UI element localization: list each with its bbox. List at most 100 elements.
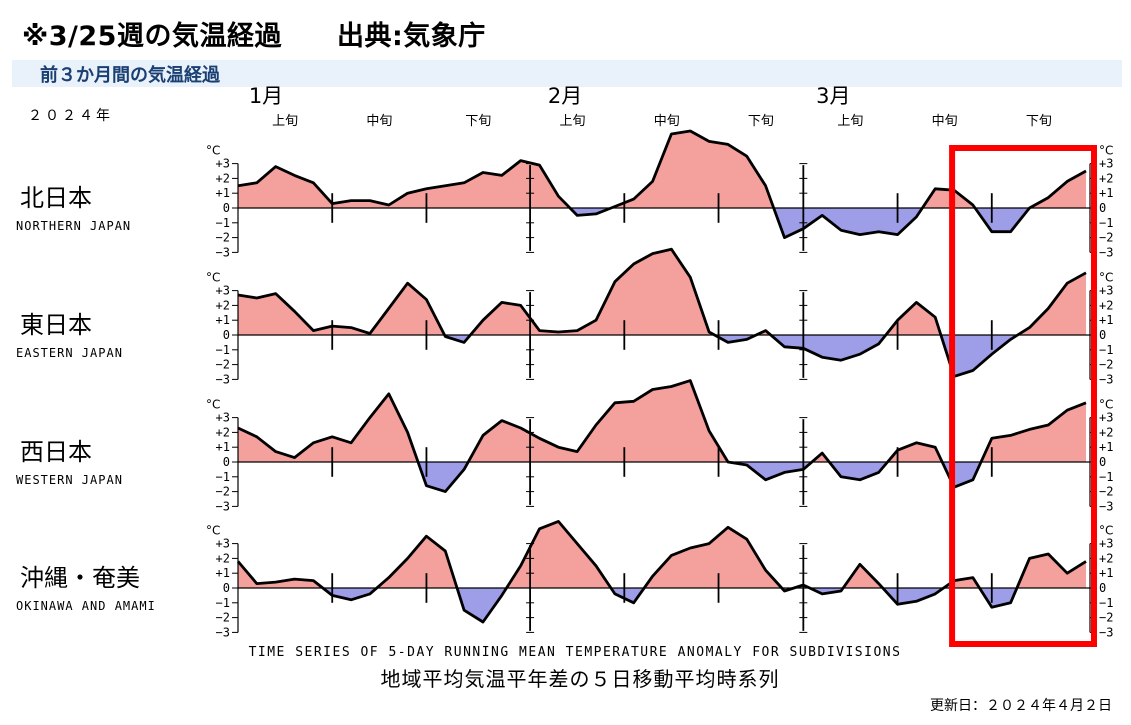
anomaly-line bbox=[237, 247, 1087, 378]
y-tick-label: −2 bbox=[216, 485, 230, 499]
dekad-label: 上旬 bbox=[559, 114, 585, 129]
dekad-label: 下旬 bbox=[1026, 114, 1052, 129]
dekad-label: 中旬 bbox=[366, 114, 392, 129]
y-tick-label: +2 bbox=[1099, 171, 1113, 185]
y-tick-label: −2 bbox=[1099, 358, 1113, 372]
y-tick-label: +1 bbox=[1099, 440, 1113, 454]
y-tick-label: −2 bbox=[1099, 231, 1113, 245]
y-tick-label: +2 bbox=[216, 425, 230, 439]
y-tick-label: 0 bbox=[223, 581, 230, 595]
region-name-en: OKINAWA AND AMAMI bbox=[16, 599, 156, 613]
region-name-ja: 西日本 bbox=[20, 438, 92, 466]
positive-anomaly-area bbox=[238, 131, 1086, 208]
y-tick-label: +1 bbox=[1099, 186, 1113, 200]
y-tick-label: −3 bbox=[1099, 245, 1113, 259]
highlight-box bbox=[949, 145, 1097, 647]
negative-anomaly-area bbox=[238, 588, 1086, 622]
region-name-ja: 北日本 bbox=[20, 184, 92, 212]
y-tick-label: +2 bbox=[216, 171, 230, 185]
footer-en: TIME SERIES OF 5-DAY RUNNING MEAN TEMPER… bbox=[249, 645, 902, 660]
y-tick-label: 0 bbox=[1099, 455, 1106, 469]
y-tick-label: −1 bbox=[1099, 470, 1113, 484]
unit-label: °C bbox=[206, 524, 220, 538]
y-tick-label: +1 bbox=[216, 186, 230, 200]
dekad-label: 中旬 bbox=[654, 114, 680, 129]
y-tick-label: +3 bbox=[1099, 157, 1113, 171]
y-tick-label: −1 bbox=[216, 216, 230, 230]
slide-title: ※3/25週の気温経過 出典:気象庁 bbox=[22, 21, 486, 52]
month-label: 2月 bbox=[548, 84, 582, 108]
y-tick-label: 0 bbox=[1099, 201, 1106, 215]
anomaly-line bbox=[236, 520, 1087, 624]
y-tick-label: +2 bbox=[1099, 551, 1113, 565]
updated-date: 更新日：２０２４年４月２日 bbox=[930, 698, 1112, 714]
unit-label: °C bbox=[206, 398, 220, 412]
y-tick-label: −2 bbox=[216, 358, 230, 372]
unit-label: °C bbox=[206, 271, 220, 285]
y-tick-label: −2 bbox=[216, 231, 230, 245]
positive-anomaly-area bbox=[238, 380, 1086, 462]
dekad-label: 下旬 bbox=[748, 114, 774, 129]
region-name-en: EASTERN JAPAN bbox=[16, 346, 123, 360]
y-tick-label: +3 bbox=[216, 157, 230, 171]
positive-anomaly-area bbox=[238, 249, 1086, 335]
y-tick-label: −2 bbox=[1099, 611, 1113, 625]
y-tick-label: +3 bbox=[216, 537, 230, 551]
y-tick-label: −3 bbox=[216, 625, 230, 639]
y-tick-label: −3 bbox=[1099, 499, 1113, 513]
y-tick-label: 0 bbox=[223, 201, 230, 215]
y-tick-label: −3 bbox=[216, 245, 230, 259]
y-tick-label: +3 bbox=[1099, 537, 1113, 551]
dekad-label: 上旬 bbox=[272, 114, 298, 129]
y-tick-label: +1 bbox=[1099, 313, 1113, 327]
unit-label: °C bbox=[1099, 271, 1113, 285]
y-tick-label: +1 bbox=[216, 566, 230, 580]
y-tick-label: 0 bbox=[223, 328, 230, 342]
y-tick-label: −1 bbox=[1099, 216, 1113, 230]
region-name-en: NORTHERN JAPAN bbox=[16, 219, 131, 233]
y-tick-label: −1 bbox=[216, 596, 230, 610]
y-tick-label: −3 bbox=[216, 499, 230, 513]
y-tick-label: −3 bbox=[1099, 625, 1113, 639]
y-tick-label: 0 bbox=[1099, 328, 1106, 342]
panel-title: 前３か月間の気温経過 bbox=[40, 65, 220, 86]
region-name-en: WESTERN JAPAN bbox=[16, 473, 123, 487]
month-label: 1月 bbox=[249, 84, 283, 108]
y-tick-label: +2 bbox=[1099, 425, 1113, 439]
y-tick-label: −3 bbox=[216, 372, 230, 386]
y-tick-label: +2 bbox=[216, 551, 230, 565]
y-tick-label: +3 bbox=[216, 284, 230, 298]
anomaly-line bbox=[237, 129, 1087, 240]
y-tick-label: +2 bbox=[216, 298, 230, 312]
region-name-ja: 東日本 bbox=[20, 311, 92, 339]
panel-header: 前３か月間の気温経過 bbox=[12, 60, 1122, 87]
y-tick-label: 0 bbox=[1099, 581, 1106, 595]
y-tick-label: +1 bbox=[216, 440, 230, 454]
region-name-ja: 沖縄・奄美 bbox=[20, 564, 140, 592]
y-tick-label: −3 bbox=[1099, 372, 1113, 386]
negative-anomaly-area bbox=[238, 208, 1086, 238]
y-tick-label: −2 bbox=[1099, 485, 1113, 499]
unit-label: °C bbox=[1099, 398, 1113, 412]
y-tick-label: +3 bbox=[216, 411, 230, 425]
y-tick-label: −1 bbox=[1099, 343, 1113, 357]
y-tick-label: +3 bbox=[1099, 284, 1113, 298]
y-tick-label: +3 bbox=[1099, 411, 1113, 425]
anomaly-line bbox=[237, 379, 1087, 494]
positive-anomaly-area bbox=[238, 521, 1086, 588]
footer-ja: 地域平均気温平年差の５日移動平均時系列 bbox=[381, 667, 780, 691]
dekad-label: 上旬 bbox=[837, 114, 863, 129]
dekad-label: 中旬 bbox=[932, 114, 958, 129]
y-tick-label: 0 bbox=[223, 455, 230, 469]
y-tick-label: +1 bbox=[216, 313, 230, 327]
y-tick-label: −2 bbox=[216, 611, 230, 625]
unit-label: °C bbox=[1099, 524, 1113, 538]
y-tick-label: −1 bbox=[216, 470, 230, 484]
y-tick-label: −1 bbox=[216, 343, 230, 357]
y-tick-label: +1 bbox=[1099, 566, 1113, 580]
y-tick-label: −1 bbox=[1099, 596, 1113, 610]
unit-label: °C bbox=[1099, 144, 1113, 158]
month-label: 3月 bbox=[816, 84, 850, 108]
dekad-label: 下旬 bbox=[465, 114, 491, 129]
